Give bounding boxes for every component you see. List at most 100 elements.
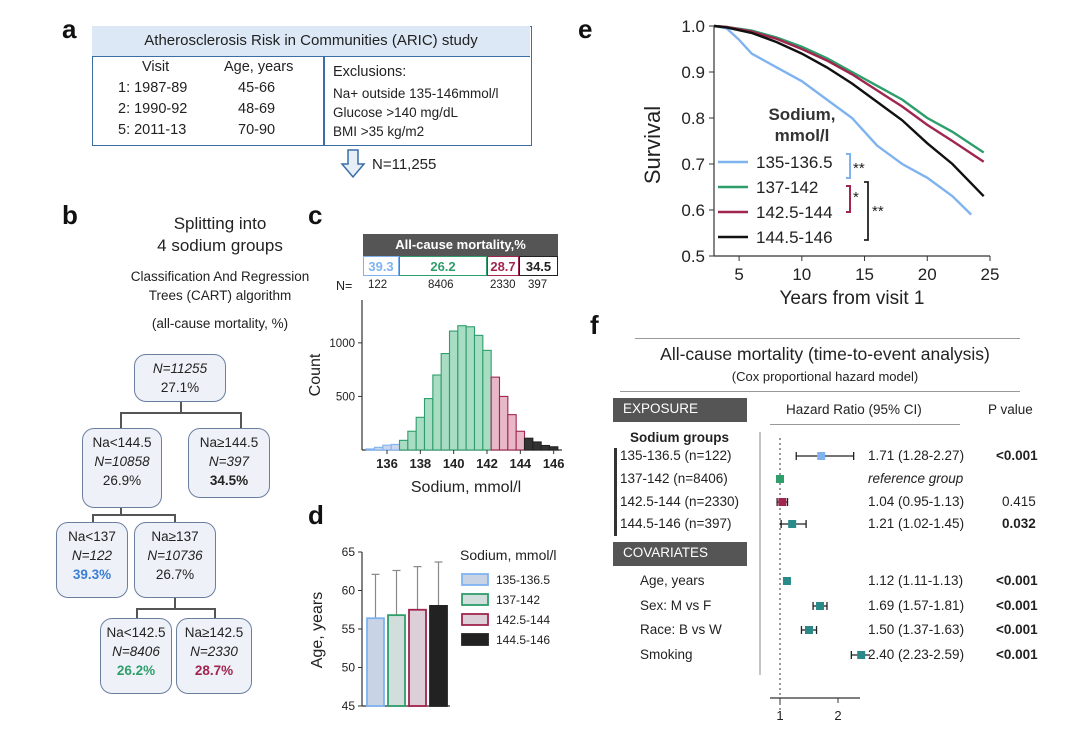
panel-c-label: c [308,200,323,230]
histogram-bar [440,353,451,451]
mortality-header: All-cause mortality,% [363,234,558,256]
panel-d-label: d [308,500,324,530]
tree-connector [180,402,182,412]
row-name: 142.5-144 (n=2330) [620,494,739,509]
visit-2-age: 48-69 [238,101,276,117]
age-bar [429,605,448,707]
visit-5: 5: 2011-13 [118,122,187,138]
tree-connector [240,412,242,428]
tree-connector [214,608,216,618]
tree-node-cond: Na<142.5 [106,625,166,640]
n-group-2: 8406 [428,279,454,291]
x-tick-label: 25 [981,265,1000,284]
row-name: 144.5-146 (n=397) [620,516,732,531]
tree-node-cond: Na<144.5 [92,435,152,450]
hr-point [788,520,797,528]
panel-e-label: e [578,14,593,44]
tree-connector [92,514,174,516]
y-axis-label: Age, years [309,592,326,668]
significance-marker: ** [872,203,884,220]
tree-node-na-lt-144-5: Na<144.5 N=10858 26.9% [82,428,162,508]
histogram-bar [398,439,409,451]
panel-a-label: a [62,14,77,44]
histogram-bar [515,430,526,451]
significance-bracket [846,185,851,213]
down-arrow-icon [340,149,366,179]
hr-point [857,651,866,659]
x-tick-label: 142 [476,456,498,471]
significance-marker: * [853,189,859,206]
legend-swatch [461,633,489,646]
tree-node-root: N=11255 27.1% [134,354,226,402]
legend-label: 144.5-146 [756,228,833,247]
tree-node-n: N=122 [71,548,113,563]
row-p: 0.415 [1002,494,1036,509]
row-hr: 1.21 (1.02-1.45) [868,516,965,531]
row-p: <0.001 [996,573,1038,588]
survival-curve [713,24,985,198]
legend-label: 137-142 [496,593,540,607]
legend-title: Sodium, [768,105,835,124]
mortality-group-1: 39.3 [363,256,399,276]
total-n: N=11,255 [372,156,437,173]
legend-label: 142.5-144 [756,203,833,222]
histogram-bar [415,416,426,451]
legend-label: 144.5-146 [496,633,550,647]
mortality-group-4: 34.5 [519,256,558,276]
significance-bracket [846,153,851,179]
tree-node-n: N=10736 [147,548,203,563]
histogram-bar [390,443,401,451]
tree-node-na-ge-137: Na≥137 N=10736 26.7% [134,522,216,598]
histogram-bar [423,398,434,451]
forest-title: All-cause mortality (time-to-event analy… [660,344,990,364]
row-hr: 1.12 (1.11-1.13) [868,573,964,588]
tree-node-n: N=2330 [190,644,238,659]
histogram-bar [507,414,517,451]
row-hr: 1.69 (1.57-1.81) [868,598,965,613]
y-tick-label: 0.9 [681,63,705,82]
visit-1: 1: 1987-89 [118,80,188,96]
hr-point [776,475,784,483]
y-tick-label: 0.7 [681,155,705,174]
row-name: Age, years [640,573,705,588]
hr-point [817,452,826,460]
tree-connector [174,598,176,608]
hr-header-rule [770,424,960,425]
cart-line2: Trees (CART) algorithm [148,288,292,303]
n-label: N= [336,279,353,293]
tree-node-n: N=10858 [94,454,150,469]
survival-curve [713,24,985,154]
cart-line3: (all-cause mortality, %) [151,316,289,331]
histogram-bar [373,446,384,451]
tree-node-na-ge-142-5: Na≥142.5 N=2330 28.7% [176,618,252,694]
x-tick-label: 2 [834,708,841,723]
exclusion-glucose: Glucose >140 mg/dL [333,105,458,120]
panel-b-label: b [62,200,78,230]
histogram-bar [498,395,509,451]
exclusion-bmi: BMI >35 kg/m2 [333,124,425,139]
exclusion-sodium: Na+ outside 135-146mmol/l [333,86,499,101]
hr-point [805,626,813,634]
hr-point [778,498,787,506]
row-name: Sex: M vs F [640,598,712,613]
tree-connector [120,412,240,414]
y-tick-label: 1000 [329,338,355,350]
y-tick-label: 0.5 [681,247,705,266]
y-tick-label: 0.6 [681,201,705,220]
tree-node-na-lt-137: Na<137 N=122 39.3% [56,522,128,598]
sodium-groups-label: Sodium groups [630,430,729,445]
hr-point [782,577,791,585]
p-value-header: P value [988,402,1033,417]
row-name: Race: B vs W [640,622,722,637]
forest-top-rule [635,338,1020,339]
x-tick-label: 15 [855,265,874,284]
histogram-bar [523,437,534,451]
panel-f-label: f [590,310,599,340]
significance-marker: ** [853,160,865,177]
tree-node-pct: 26.9% [102,473,142,488]
tree-connector [92,514,94,522]
tree-node-cond: Na<137 [68,529,116,544]
histogram-bar [482,349,492,451]
histogram-bar [473,334,484,451]
exclusions-header: Exclusions: [333,64,407,80]
